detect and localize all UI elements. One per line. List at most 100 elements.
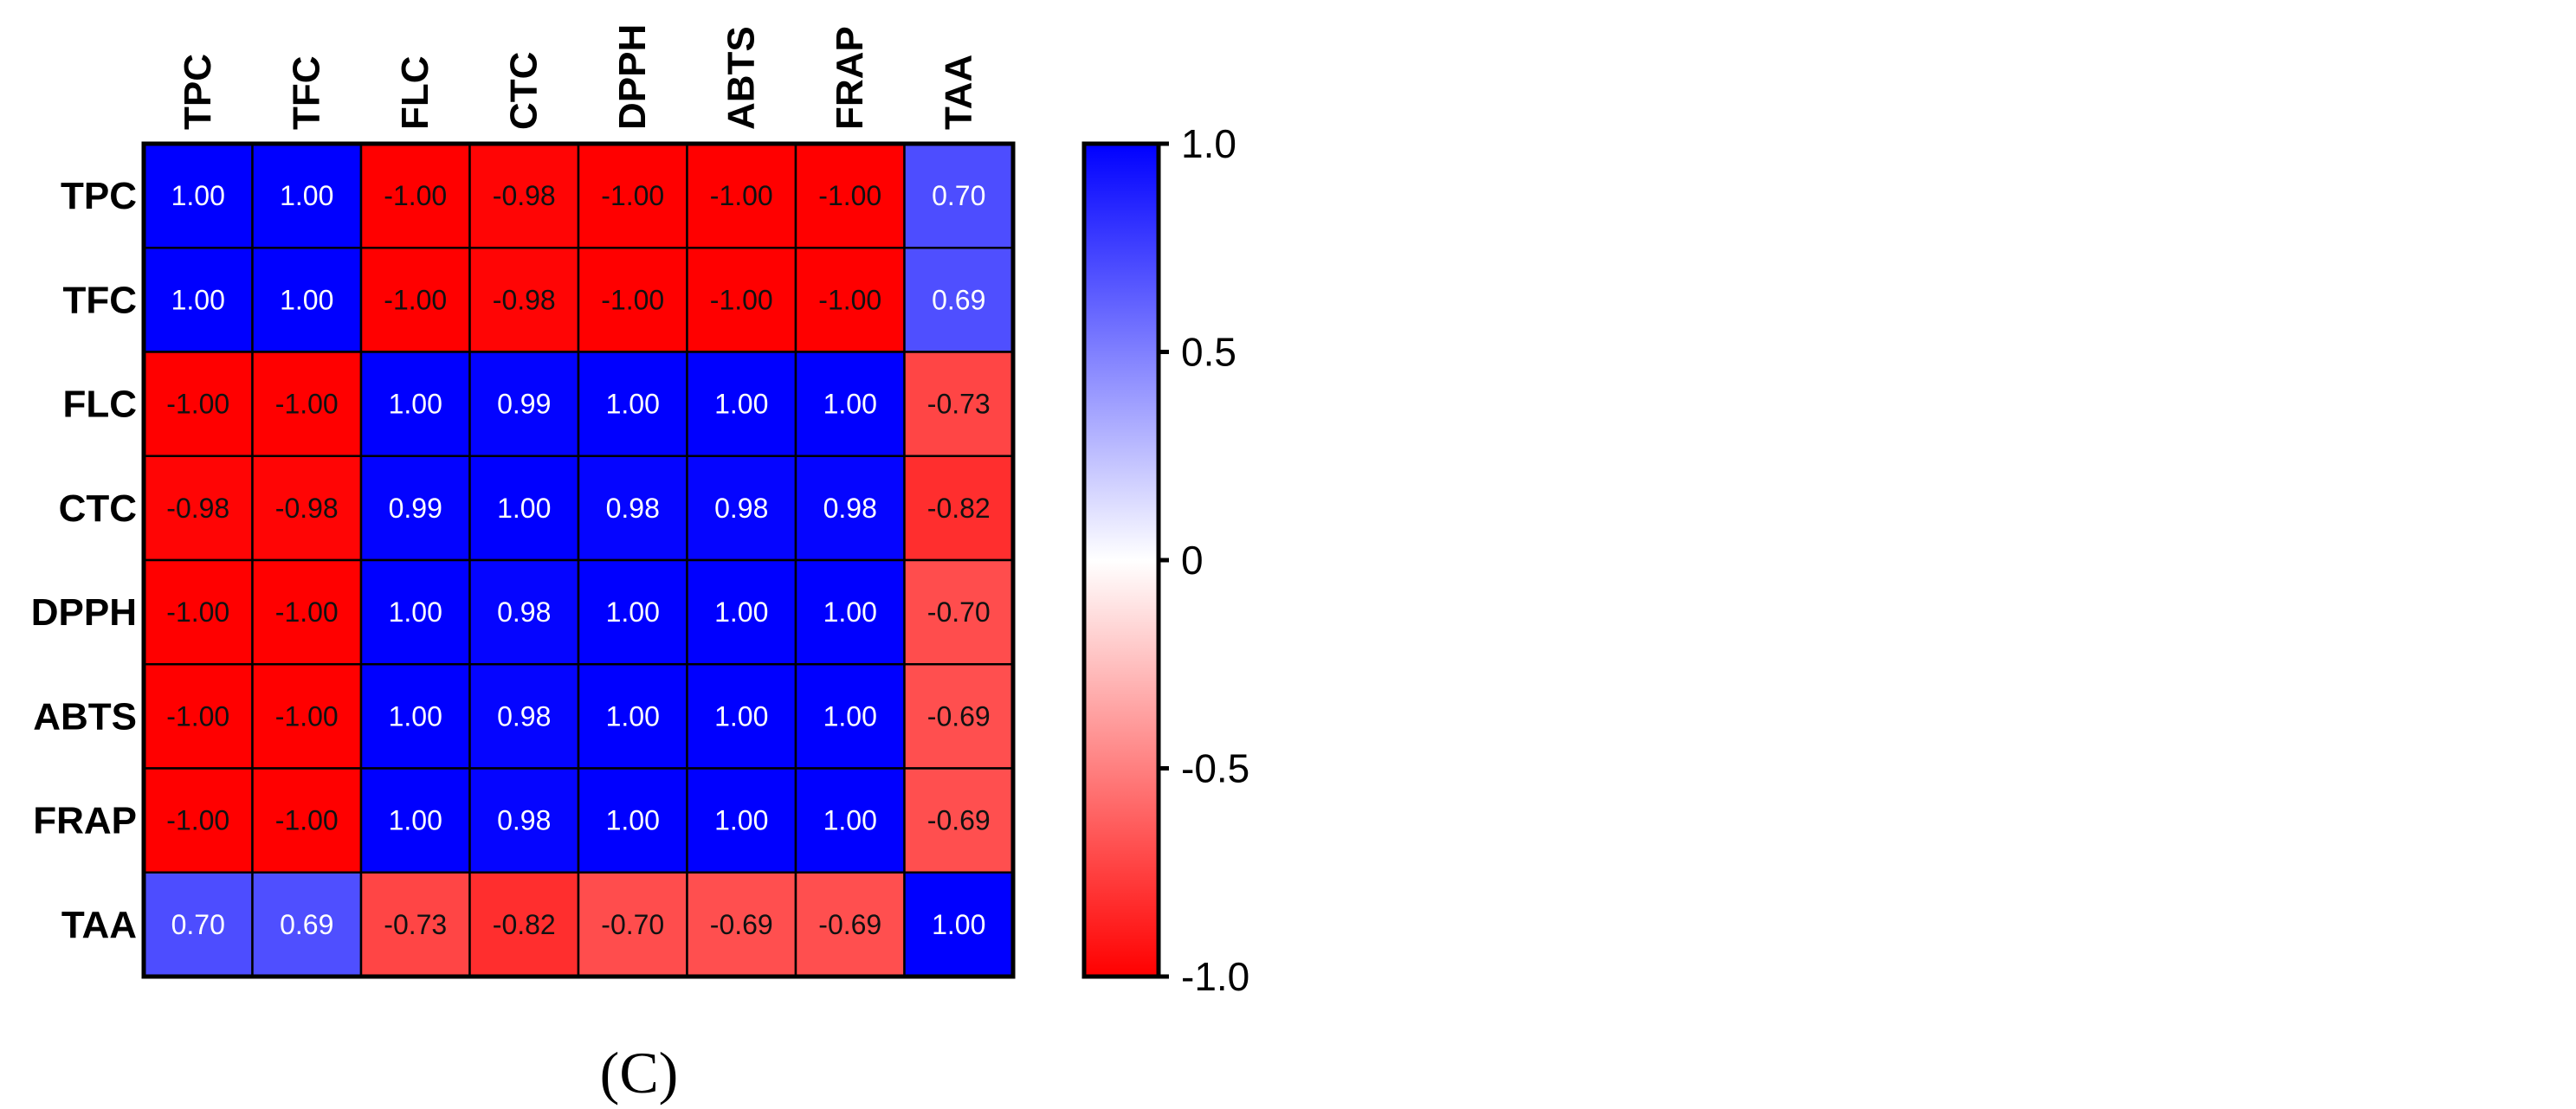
heatmap-cell	[577, 351, 688, 457]
heatmap-cell	[794, 663, 906, 770]
cell-value-label: -0.98	[493, 180, 556, 211]
heatmap-cell	[251, 767, 363, 874]
cell-value-label: 1.00	[389, 700, 442, 732]
row-label: DPPH	[31, 591, 137, 634]
cell-value-label: -1.00	[166, 596, 229, 628]
colorbar: 1.0 0.5 0 -0.5 -1.0	[1081, 121, 1249, 999]
cell-value-label: -0.98	[166, 493, 229, 524]
cell-value-label: 1.00	[497, 493, 551, 524]
cell-value-label: -1.00	[601, 284, 664, 315]
colorbar-tick-label: 1.0	[1181, 121, 1236, 166]
cell-value-label: -1.00	[818, 180, 881, 211]
heatmap-cell	[903, 142, 1015, 249]
cell-value-label: 1.00	[171, 180, 225, 211]
cell-value-label: -0.69	[927, 805, 991, 836]
panel-label: (C)	[600, 1040, 679, 1106]
heatmap-cell	[468, 351, 580, 457]
column-label: TFC	[285, 55, 327, 130]
heatmap-cell	[577, 871, 688, 978]
cell-value-label: 1.00	[823, 596, 877, 628]
cell-value-label: -0.69	[710, 909, 773, 940]
heatmap-cell	[903, 871, 1015, 978]
cell-value-label: 1.00	[606, 389, 660, 420]
cell-value-label: -1.00	[384, 180, 447, 211]
cell-value-label: 1.00	[714, 700, 768, 732]
cell-value-label: 0.98	[497, 596, 551, 628]
row-label: ABTS	[33, 695, 137, 738]
row-label: FLC	[62, 384, 137, 426]
heatmap-cell	[468, 247, 580, 353]
cell-value-label: -0.69	[818, 909, 881, 940]
cell-value-label: -1.00	[275, 700, 339, 732]
heatmap-cell	[686, 247, 797, 353]
cell-value-label: 0.99	[497, 389, 551, 420]
heatmap-cell	[359, 455, 471, 562]
heatmap-cell	[577, 455, 688, 562]
column-label: FRAP	[829, 26, 871, 130]
cell-value-label: -1.00	[710, 180, 773, 211]
cell-value-label: 1.00	[714, 596, 768, 628]
colorbar-gradient	[1081, 141, 1161, 979]
cell-value-label: 1.00	[932, 909, 985, 940]
cell-value-label: 1.00	[606, 805, 660, 836]
column-label: FLC	[394, 55, 436, 130]
heatmap-cell	[794, 767, 906, 874]
heatmap-cell	[142, 767, 254, 874]
heatmap: 1.00 1.00 -1.00 -0.98 -1.00 -1.00 -1.00 0.70 1.0…	[141, 141, 1016, 979]
heatmap-cell	[903, 767, 1015, 874]
row-label: FRAP	[33, 800, 137, 842]
heatmap-cell	[794, 455, 906, 562]
cell-value-label: -0.70	[601, 909, 664, 940]
cell-value-label: -1.00	[166, 389, 229, 420]
column-label: ABTS	[720, 26, 762, 130]
column-label: CTC	[502, 52, 545, 130]
heatmap-cell	[903, 558, 1015, 666]
heatmap-cell	[686, 663, 797, 770]
cell-value-label: -1.00	[166, 805, 229, 836]
heatmap-cell	[686, 767, 797, 874]
cell-value-label: 1.00	[389, 389, 442, 420]
cell-value-label: 1.00	[823, 805, 877, 836]
heatmap-cell	[577, 558, 688, 666]
row-label: CTC	[59, 487, 137, 530]
cell-value-label: 0.98	[497, 700, 551, 732]
cell-value-label: -1.00	[275, 389, 339, 420]
cell-value-label: 0.70	[932, 180, 985, 211]
column-label: TPC	[177, 54, 219, 130]
heatmap-cell	[686, 351, 797, 457]
row-label: TPC	[61, 175, 137, 217]
cell-value-label: 0.69	[280, 909, 333, 940]
cell-value-label: 0.70	[171, 909, 225, 940]
heatmap-border	[141, 141, 1016, 979]
cell-value-label: 1.00	[714, 389, 768, 420]
heatmap-cell	[686, 142, 797, 249]
heatmap-cell	[251, 663, 363, 770]
row-labels: TPC TFC FLC CTC DPPH ABTS FRAP TAA	[31, 175, 137, 946]
cell-value-label: -1.00	[710, 284, 773, 315]
cell-value-label: -0.69	[927, 700, 991, 732]
cell-value-label: -0.73	[384, 909, 447, 940]
cell-value-label: 0.98	[714, 493, 768, 524]
heatmap-cell	[251, 351, 363, 457]
colorbar-tick-label: -1.0	[1181, 954, 1249, 999]
heatmap-cell	[794, 558, 906, 666]
heatmap-cell	[577, 663, 688, 770]
cell-value-label: 0.98	[497, 805, 551, 836]
cell-value-label: 1.00	[606, 700, 660, 732]
cell-value-label: 1.00	[280, 180, 333, 211]
cell-value-label: -1.00	[166, 700, 229, 732]
column-label: TAA	[937, 55, 979, 130]
cell-value-label: -1.00	[275, 805, 339, 836]
heatmap-cell	[903, 247, 1015, 353]
cell-value-label: 0.99	[389, 493, 442, 524]
heatmap-cell	[903, 663, 1015, 770]
cell-value-label: 1.00	[823, 389, 877, 420]
cell-value-label: 1.00	[171, 284, 225, 315]
heatmap-cell	[359, 351, 471, 457]
heatmap-cell	[359, 767, 471, 874]
heatmap-cell	[142, 142, 254, 249]
cell-value-label: -0.70	[927, 596, 991, 628]
cell-value-label: 1.00	[280, 284, 333, 315]
cell-value-label: -0.82	[493, 909, 556, 940]
